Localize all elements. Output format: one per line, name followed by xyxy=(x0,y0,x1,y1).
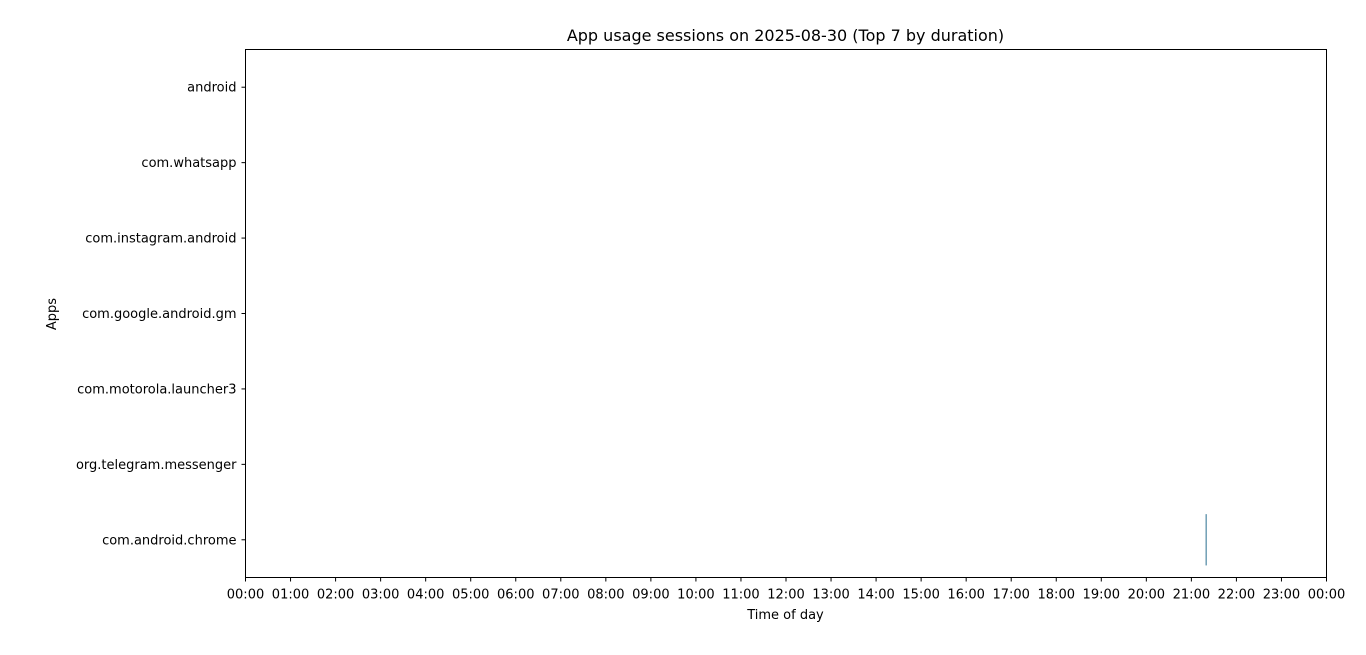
chart-title: App usage sessions on 2025-08-30 (Top 7 … xyxy=(567,26,1004,45)
plot-frame xyxy=(245,49,1327,578)
session-bars xyxy=(1205,514,1207,566)
session-bar xyxy=(1205,514,1207,566)
x-tick-label: 19:00 xyxy=(1083,588,1120,603)
x-tick-label: 00:00 xyxy=(1308,588,1345,603)
x-tick-label: 02:00 xyxy=(317,588,354,603)
x-tick-label: 10:00 xyxy=(677,588,714,603)
y-axis-label: Apps xyxy=(45,298,60,330)
x-tick-label: 17:00 xyxy=(992,588,1029,603)
x-tick-label: 03:00 xyxy=(362,588,399,603)
x-axis: 00:00 01:00 02:00 03:00 04:00 05:00 06:00 07:00… xyxy=(227,577,1345,603)
x-tick-label: 06:00 xyxy=(497,588,534,603)
x-tick-label: 18:00 xyxy=(1038,588,1075,603)
y-tick-label: com.whatsapp xyxy=(141,156,236,171)
y-tick-label: com.google.android.gm xyxy=(82,307,236,322)
x-tick-label: 09:00 xyxy=(632,588,669,603)
x-tick-label: 04:00 xyxy=(407,588,444,603)
x-tick-label: 20:00 xyxy=(1128,588,1165,603)
x-tick-label: 22:00 xyxy=(1218,588,1255,603)
x-tick-label: 11:00 xyxy=(722,588,759,603)
x-tick-label: 07:00 xyxy=(542,588,579,603)
y-tick-label: org.telegram.messenger xyxy=(76,458,237,473)
y-tick-label: android xyxy=(187,81,236,96)
x-axis-label: Time of day xyxy=(746,608,824,623)
y-tick-label: com.android.chrome xyxy=(102,533,236,548)
y-tick-label: com.instagram.android xyxy=(85,232,236,247)
x-tick-label: 13:00 xyxy=(812,588,849,603)
x-tick-label: 00:00 xyxy=(227,588,264,603)
x-tick-label: 01:00 xyxy=(272,588,309,603)
y-tick-label: com.motorola.launcher3 xyxy=(77,382,236,397)
x-tick-label: 05:00 xyxy=(452,588,489,603)
x-tick-label: 21:00 xyxy=(1173,588,1210,603)
y-axis: android com.whatsapp com.instagram.android… xyxy=(76,81,246,548)
x-tick-label: 16:00 xyxy=(947,588,984,603)
x-tick-label: 14:00 xyxy=(857,588,894,603)
x-tick-label: 15:00 xyxy=(902,588,939,603)
x-tick-label: 23:00 xyxy=(1263,588,1300,603)
x-tick-label: 08:00 xyxy=(587,588,624,603)
x-tick-label: 12:00 xyxy=(767,588,804,603)
